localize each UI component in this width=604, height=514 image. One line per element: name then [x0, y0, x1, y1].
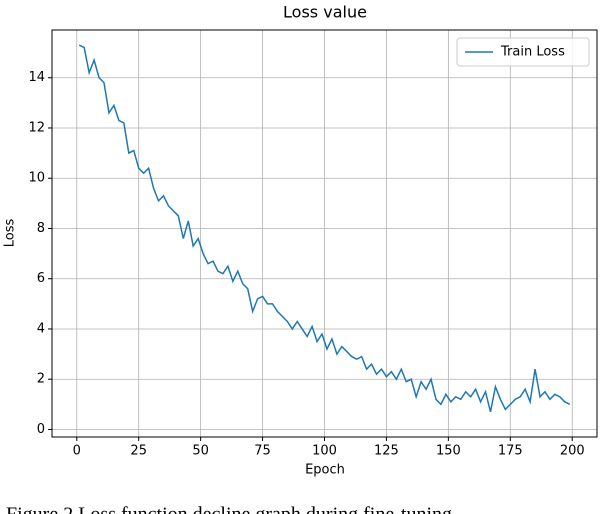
x-tick-label: 200	[560, 444, 585, 459]
data-line	[78, 44, 571, 413]
y-tick-label: 6	[37, 271, 45, 286]
chart-title: Loss value	[283, 3, 367, 22]
x-tick-label: 125	[374, 444, 399, 459]
y-tick-label: 12	[28, 120, 45, 135]
y-tick-label: 2	[37, 372, 45, 387]
y-axis-label: Loss	[3, 219, 18, 248]
x-tick-label: 175	[498, 444, 523, 459]
x-tick-label: 25	[130, 444, 147, 459]
x-tick-label: 150	[436, 444, 461, 459]
caption: Figure 2 Loss function decline graph dur…	[6, 504, 452, 514]
y-tick-label: 10	[28, 171, 45, 186]
legend-box	[456, 37, 590, 67]
y-tick-label: 14	[28, 70, 45, 85]
x-axis-label: Epoch	[305, 463, 345, 478]
y-tick-label: 4	[37, 321, 45, 336]
x-tick-label: 75	[254, 444, 271, 459]
y-tick-label: 0	[37, 422, 45, 437]
plot-frame	[51, 29, 598, 438]
y-tick-label: 8	[37, 221, 45, 236]
legend-label: Train Loss	[500, 45, 565, 60]
x-tick-label: 100	[312, 444, 337, 459]
x-tick-label: 50	[192, 444, 209, 459]
x-tick-label: 0	[73, 444, 81, 459]
